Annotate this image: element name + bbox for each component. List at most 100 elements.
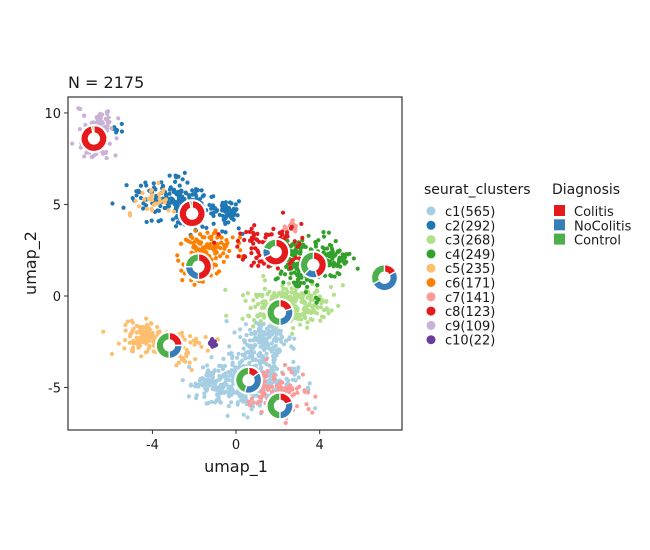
point	[254, 255, 259, 260]
point	[143, 350, 148, 355]
point	[310, 279, 315, 284]
pie-slice-control	[184, 253, 200, 268]
point	[101, 329, 106, 334]
point	[113, 153, 118, 158]
point	[251, 324, 256, 329]
point	[314, 311, 320, 316]
point	[185, 238, 191, 244]
point	[168, 185, 173, 190]
legend-item-c7: c7(141)	[426, 291, 495, 306]
point	[192, 342, 197, 347]
point	[207, 202, 212, 208]
point	[231, 217, 236, 222]
point	[223, 215, 228, 221]
point	[219, 240, 224, 245]
legend-dot	[426, 235, 436, 245]
legend-dot	[426, 220, 436, 230]
point	[262, 315, 267, 320]
point	[247, 338, 253, 343]
point	[100, 112, 105, 117]
point	[151, 202, 157, 207]
point	[204, 386, 210, 391]
point	[230, 235, 235, 240]
point	[178, 241, 184, 246]
point	[224, 243, 229, 249]
legend-label: c5(235)	[445, 262, 495, 277]
pie-slice-control	[266, 392, 281, 420]
point	[306, 295, 311, 300]
point	[302, 300, 308, 305]
point	[270, 294, 275, 299]
point	[255, 301, 261, 307]
point	[274, 383, 279, 388]
point	[189, 367, 194, 373]
point	[200, 375, 205, 381]
point	[278, 332, 283, 337]
point	[156, 180, 161, 186]
point	[229, 400, 234, 405]
point	[138, 183, 144, 188]
point	[281, 342, 287, 347]
point	[326, 230, 332, 235]
point	[143, 335, 148, 340]
pie-c3	[265, 297, 295, 327]
pie-c6	[183, 252, 213, 282]
legend-label: c9(109)	[445, 319, 495, 334]
point	[155, 208, 160, 213]
point	[211, 339, 216, 344]
point	[262, 278, 268, 283]
point	[245, 291, 251, 296]
point	[244, 229, 249, 235]
point	[193, 381, 198, 386]
point	[255, 231, 260, 237]
point	[158, 218, 163, 223]
point	[123, 322, 128, 328]
legend-dot	[426, 206, 436, 216]
point	[289, 248, 294, 254]
point	[315, 283, 320, 288]
point	[318, 318, 323, 323]
point	[182, 358, 187, 363]
point	[304, 402, 309, 407]
point	[332, 253, 337, 258]
point	[295, 266, 300, 271]
point	[264, 374, 269, 379]
point	[269, 348, 274, 353]
point	[235, 400, 240, 405]
point	[210, 246, 215, 251]
point	[244, 332, 249, 338]
point	[325, 246, 330, 251]
legend-label: c10(22)	[445, 334, 495, 349]
point	[269, 341, 274, 346]
point	[257, 239, 262, 244]
point	[179, 268, 184, 273]
point	[237, 327, 243, 332]
point	[251, 400, 256, 405]
point	[205, 370, 210, 375]
point	[133, 198, 138, 204]
point	[301, 311, 306, 316]
point	[269, 365, 275, 371]
point	[255, 401, 260, 406]
point	[121, 205, 126, 210]
legend-item-c9: c9(109)	[426, 319, 495, 334]
point	[215, 337, 220, 342]
point	[226, 377, 231, 382]
point	[291, 359, 296, 364]
point	[265, 332, 270, 337]
point	[248, 305, 253, 311]
point	[200, 383, 205, 388]
point	[213, 263, 219, 268]
point	[311, 307, 316, 313]
point	[274, 380, 279, 385]
point	[158, 203, 163, 209]
point	[261, 344, 267, 350]
point	[283, 226, 289, 231]
point	[329, 273, 334, 279]
point	[327, 254, 332, 259]
pie-c8	[261, 237, 291, 267]
point	[336, 303, 341, 308]
point	[211, 194, 216, 199]
point	[247, 229, 252, 235]
point	[233, 202, 238, 207]
